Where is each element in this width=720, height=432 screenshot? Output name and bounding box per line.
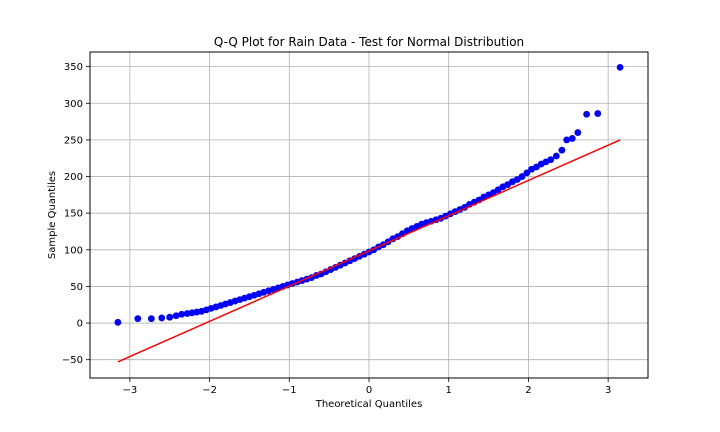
- y-tick-label: 350: [64, 62, 83, 73]
- axis-ticks: −3 −2 −1 0 1 2 3 −50 0 50 100 150 200 250 300 350: [62, 62, 611, 396]
- sample-point: [114, 318, 122, 326]
- y-tick-label: 0: [77, 319, 83, 330]
- x-tick-label: −3: [122, 385, 137, 396]
- sample-point: [616, 63, 624, 71]
- reference-line: [117, 139, 621, 363]
- sample-point: [568, 135, 576, 142]
- x-tick-label: −2: [202, 385, 217, 396]
- y-tick-label: 300: [64, 99, 83, 110]
- x-tick-label: 1: [446, 385, 452, 396]
- sample-point: [134, 315, 142, 323]
- y-tick-label: −50: [62, 355, 83, 366]
- y-tick-label: 50: [70, 282, 83, 293]
- x-axis-label: Theoretical Quantiles: [315, 399, 423, 410]
- sample-point: [523, 169, 531, 177]
- sample-points-group: [114, 63, 624, 326]
- grid-lines: [90, 52, 648, 378]
- chart-title: Q-Q Plot for Rain Data - Test for Normal…: [214, 35, 524, 49]
- sample-point: [558, 146, 566, 154]
- x-tick-label: 0: [366, 385, 372, 396]
- sample-point: [172, 312, 180, 320]
- sample-point: [594, 110, 602, 117]
- sample-point: [166, 313, 174, 321]
- reference-line-group: [117, 139, 621, 363]
- y-tick-label: 100: [64, 245, 83, 256]
- sample-point: [583, 110, 591, 118]
- sample-point: [147, 315, 155, 323]
- sample-point: [158, 314, 166, 322]
- sample-point: [552, 152, 560, 160]
- sample-point: [178, 310, 186, 318]
- y-axis-label: Sample Quantiles: [47, 171, 58, 259]
- x-tick-label: −1: [282, 385, 297, 396]
- y-tick-label: 250: [64, 135, 83, 146]
- sample-point: [518, 173, 526, 180]
- sample-point: [547, 156, 555, 164]
- y-tick-label: 200: [64, 172, 83, 183]
- sample-point: [574, 129, 582, 136]
- y-tick-label: 150: [64, 209, 83, 220]
- x-tick-label: 3: [605, 385, 611, 396]
- x-tick-label: 2: [525, 385, 531, 396]
- sample-point: [563, 136, 571, 144]
